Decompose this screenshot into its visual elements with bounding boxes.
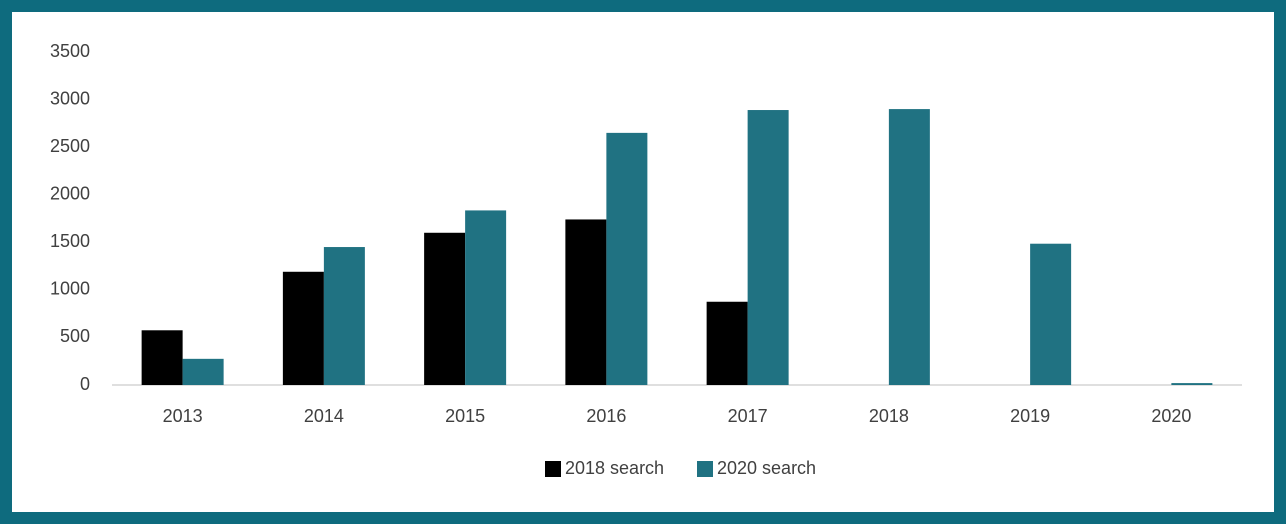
x-tick-label: 2019 (1010, 406, 1050, 426)
x-tick-label: 2016 (586, 406, 626, 426)
bar (888, 109, 930, 385)
bar (465, 210, 507, 385)
y-tick-label: 2500 (50, 136, 90, 156)
bar (747, 110, 789, 385)
x-tick-label: 2018 (869, 406, 909, 426)
legend-label: 2020 search (717, 458, 816, 478)
y-tick-label: 1000 (50, 279, 90, 299)
x-tick-label: 2015 (445, 406, 485, 426)
x-tick-label: 2014 (304, 406, 344, 426)
x-tick-label: 2017 (728, 406, 768, 426)
bar (1030, 243, 1072, 385)
y-tick-label: 3000 (50, 88, 90, 108)
bar (141, 330, 183, 385)
y-tick-label: 1500 (50, 231, 90, 251)
y-tick-label: 0 (80, 374, 90, 394)
bar (706, 301, 748, 385)
bar (282, 271, 324, 385)
y-tick-label: 3500 (50, 41, 90, 61)
bar (1171, 383, 1213, 385)
legend-swatch (697, 461, 713, 477)
x-tick-label: 2013 (163, 406, 203, 426)
y-tick-label: 2000 (50, 183, 90, 203)
bar (606, 132, 648, 385)
bar (565, 219, 607, 385)
bar (182, 358, 224, 385)
legend-swatch (545, 461, 561, 477)
chart: 0 500 1000 1500 2000 2500 3000 3500 2013 2014 2015… (12, 12, 1274, 512)
x-tick-label: 2020 (1151, 406, 1191, 426)
bar (323, 247, 365, 385)
y-tick-label: 500 (60, 326, 90, 346)
legend-label: 2018 search (565, 458, 664, 478)
bar (424, 232, 466, 385)
